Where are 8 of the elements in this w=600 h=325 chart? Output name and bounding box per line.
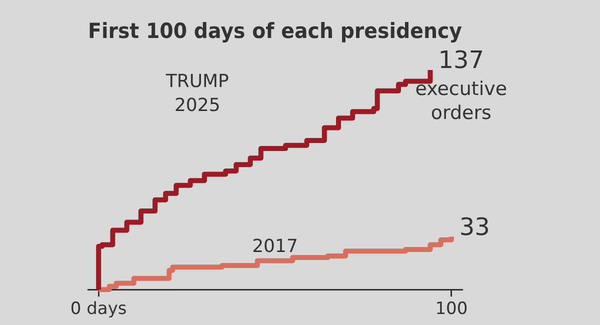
chart-title: First 100 days of each presidency (88, 18, 462, 44)
data-label: 33 (459, 212, 490, 241)
series-label: 2017 (252, 236, 298, 258)
x-tick-label: 100 (435, 299, 468, 320)
data-label: 137 (438, 46, 484, 74)
annotation: executive orders (415, 78, 508, 124)
x-tick-label: 0 days (70, 299, 127, 320)
text: TRUMP 2025 (164, 71, 230, 116)
